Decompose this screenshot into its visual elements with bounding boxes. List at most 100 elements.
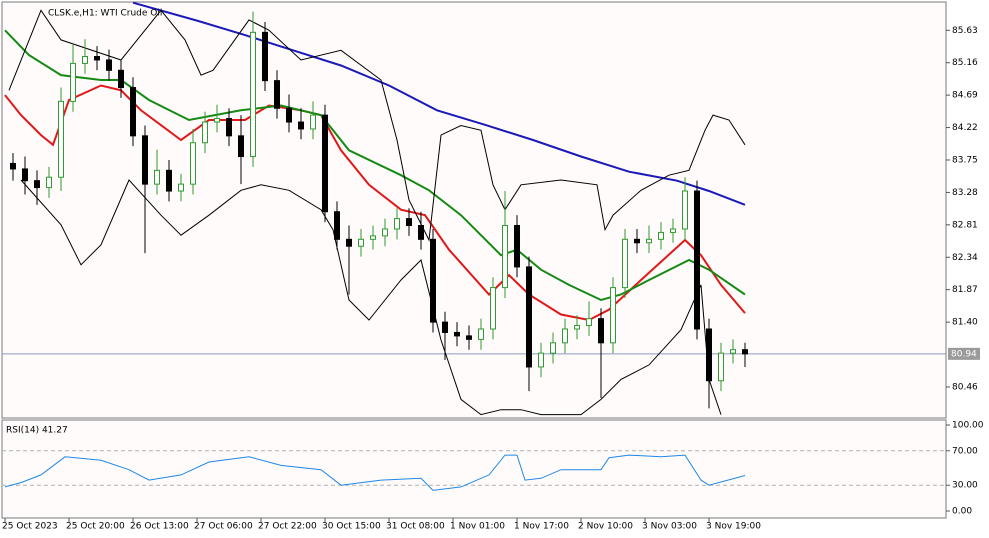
candle-body [262, 31, 268, 82]
indicator-line [4, 454, 746, 491]
candle-body [358, 238, 364, 247]
candle-body [466, 335, 472, 340]
last-price-label: 80.94 [951, 349, 977, 359]
candle-body [202, 121, 208, 144]
plot-layer [2, 450, 946, 491]
y-tick-label: 81.40 [952, 318, 978, 328]
candle-body [682, 190, 688, 230]
candle-body [226, 118, 232, 137]
y-tick-label: 80.46 [952, 382, 978, 392]
candle-body [478, 328, 484, 340]
candle-body [718, 352, 724, 382]
candle-body [550, 342, 556, 354]
candle-body [94, 56, 100, 61]
candle-body [298, 121, 304, 130]
plot-area [1, 419, 947, 519]
candle-body [622, 238, 628, 289]
candle-body [214, 118, 220, 123]
x-tick-label: 25 Oct 2023 [2, 522, 58, 532]
y-tick-label: 82.34 [952, 253, 978, 263]
candle-body [658, 231, 664, 240]
plot-layer [2, 2, 946, 416]
candle-body [418, 225, 424, 240]
y-tick-label: 30.00 [952, 481, 978, 491]
candle-body [454, 331, 460, 337]
candle-body [490, 287, 496, 330]
candle-body [274, 80, 280, 109]
x-tick-label: 25 Oct 20:00 [66, 522, 125, 532]
candle-body [502, 225, 508, 289]
candle-body [538, 352, 544, 368]
candle-body [130, 87, 136, 137]
chart-title: CLSK.e,H1: WTI Crude Oil [48, 9, 162, 19]
candle-body [370, 235, 376, 240]
y-tick-label: 100.00 [952, 420, 984, 430]
candle-body [34, 180, 40, 189]
indicator-line [4, 29, 746, 302]
plot-area [1, 1, 947, 419]
last-price-box [948, 347, 980, 360]
candle-body [190, 142, 196, 185]
y-tick-label: 85.63 [952, 26, 978, 36]
candle-body [730, 349, 736, 354]
candle-body [406, 218, 412, 227]
x-tick-label: 1 Nov 01:00 [450, 522, 505, 532]
x-tick-label: 3 Nov 03:00 [642, 522, 697, 532]
candle-body [382, 228, 388, 237]
candle-body [82, 56, 88, 64]
x-tick-label: 3 Nov 19:00 [706, 522, 761, 532]
x-tick-label: 27 Oct 22:00 [258, 522, 317, 532]
y-tick-label: 82.81 [952, 220, 978, 230]
candle-body [106, 59, 112, 71]
indicator-title: RSI(14) 41.27 [6, 426, 68, 436]
x-tick-label: 30 Oct 15:00 [322, 522, 381, 532]
candle-body [118, 69, 124, 89]
candle-body [10, 162, 16, 170]
candle-body [670, 228, 676, 233]
candle-body [634, 238, 640, 244]
y-tick-label: 84.22 [952, 123, 978, 133]
candle-body [334, 211, 340, 240]
candle-body [322, 114, 328, 213]
candle-body [562, 328, 568, 344]
candle-body [526, 266, 532, 368]
candle-body [610, 287, 616, 344]
candle-body [142, 135, 148, 185]
candle-body [178, 183, 184, 192]
x-tick-label: 26 Oct 13:00 [130, 522, 189, 532]
candle-body [286, 107, 292, 123]
candle-body [250, 31, 256, 158]
candle-body [238, 135, 244, 158]
candle-body [22, 168, 28, 182]
x-tick-label: 1 Nov 17:00 [514, 522, 569, 532]
x-tick-label: 31 Oct 08:00 [386, 522, 445, 532]
candle-body [694, 190, 700, 330]
candle-body [574, 325, 580, 330]
candle-body [394, 218, 400, 230]
y-tick-label: 84.69 [952, 91, 978, 101]
x-tick-label: 2 Nov 10:00 [578, 522, 633, 532]
candle-body [430, 238, 436, 323]
y-tick-label: 0.00 [952, 507, 972, 517]
y-tick-label: 85.16 [952, 58, 978, 68]
candle-body [346, 238, 352, 247]
y-tick-label: 70.00 [952, 446, 978, 456]
candle-body [166, 169, 172, 192]
y-tick-label: 83.75 [952, 155, 978, 165]
y-tick-label: 81.87 [952, 285, 978, 295]
candle-body [514, 225, 520, 268]
candle-body [46, 176, 52, 189]
candle-body [706, 328, 712, 382]
candle-body [646, 238, 652, 244]
candle-body [742, 349, 748, 355]
x-tick-label: 27 Oct 06:00 [194, 522, 253, 532]
candle-body [310, 114, 316, 130]
indicator-line [20, 179, 722, 416]
candle-body [442, 321, 448, 333]
indicator-line [8, 9, 746, 242]
candle-body [70, 62, 76, 102]
candle-body [586, 318, 592, 327]
candle-body [58, 100, 64, 178]
candle-body [598, 318, 604, 344]
